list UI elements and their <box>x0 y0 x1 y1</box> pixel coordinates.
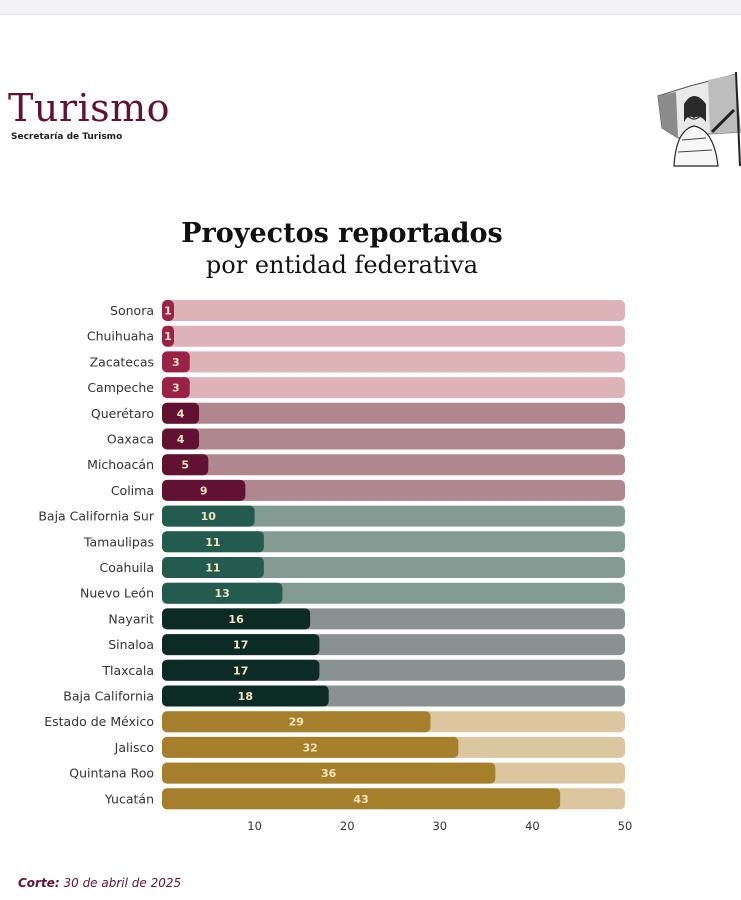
bar-track <box>162 325 625 347</box>
bar <box>162 762 496 784</box>
brand-subtitle: Secretaría de Turismo <box>11 132 123 142</box>
category-label: Quintana Roo <box>69 766 154 781</box>
value-label: 1 <box>164 330 172 343</box>
brand-title: Turismo <box>8 86 171 130</box>
bar <box>162 659 320 681</box>
bar <box>162 608 311 630</box>
x-tick-label: 50 <box>618 819 633 833</box>
bar-track <box>162 557 625 578</box>
value-label: 11 <box>205 536 220 549</box>
cutoff-label: Corte: <box>18 876 60 890</box>
bar <box>162 736 459 758</box>
bar-track <box>162 531 625 553</box>
bar-track <box>162 505 625 527</box>
chart-subtitle: por entidad federativa <box>205 251 479 279</box>
value-label: 4 <box>177 433 185 446</box>
bar <box>162 685 329 707</box>
category-label: Campeche <box>87 380 154 395</box>
bar <box>162 351 190 373</box>
value-label: 3 <box>172 382 180 395</box>
bar <box>162 505 255 527</box>
category-label: Sonora <box>110 303 154 318</box>
value-label: 36 <box>321 767 337 780</box>
bar <box>162 479 246 501</box>
value-label: 17 <box>233 664 248 677</box>
category-label: Nuevo León <box>80 586 154 601</box>
value-label: 16 <box>228 613 244 626</box>
bar <box>162 531 264 553</box>
bar <box>162 582 283 604</box>
category-label: Chuihuaha <box>87 329 154 344</box>
category-label: Sinaloa <box>108 637 154 652</box>
bar-track <box>162 454 625 476</box>
bar <box>162 377 190 399</box>
bar-track <box>162 351 625 373</box>
bar <box>162 634 320 656</box>
bar-track <box>162 428 625 450</box>
value-label: 3 <box>172 356 180 369</box>
value-label: 4 <box>177 407 185 420</box>
cutoff-date: 30 de abril de 2025 <box>63 876 182 890</box>
category-label: Estado de México <box>44 714 154 729</box>
woman-with-flag-emblem-icon <box>657 71 741 167</box>
category-label: Coahuila <box>100 560 155 575</box>
bar-track <box>162 479 625 501</box>
value-label: 29 <box>289 716 304 729</box>
bar <box>162 300 174 321</box>
x-tick-label: 20 <box>340 819 355 833</box>
x-tick-label: 10 <box>247 819 262 833</box>
brand-block: Turismo Secretaría de Turismo <box>8 88 170 142</box>
category-label: Oaxaca <box>107 432 154 447</box>
x-tick-label: 30 <box>432 819 447 833</box>
value-label: 13 <box>215 587 230 600</box>
bar-track <box>162 377 625 399</box>
value-label: 17 <box>233 639 248 652</box>
category-label: Baja California <box>63 689 154 704</box>
category-label: Michoacán <box>87 457 154 472</box>
bar <box>162 325 174 347</box>
category-label: Nayarit <box>108 611 154 626</box>
value-label: 1 <box>164 305 172 318</box>
value-label: 32 <box>303 741 318 754</box>
bar <box>162 711 431 733</box>
value-label: 18 <box>238 690 253 703</box>
footer-cutoff: Corte: 30 de abril de 2025 <box>18 876 181 890</box>
category-label: Zacatecas <box>90 354 154 369</box>
value-label: 11 <box>205 562 220 575</box>
bar <box>162 557 264 578</box>
category-label: Yucatán <box>104 791 154 806</box>
category-label: Jalisco <box>114 740 154 755</box>
value-label: 43 <box>353 793 368 806</box>
bar <box>162 454 209 476</box>
bar <box>162 402 200 424</box>
category-label: Baja California Sur <box>38 509 155 524</box>
bar-track <box>162 402 625 424</box>
value-label: 5 <box>181 459 189 472</box>
bar <box>162 788 561 810</box>
category-label: Tamaulipas <box>83 534 154 549</box>
browser-top-bar <box>0 0 741 15</box>
value-label: 9 <box>200 484 208 497</box>
bar-track <box>162 300 625 321</box>
chart-title: Proyectos reportados <box>181 218 503 249</box>
bar-chart: Sonora 1 Chuihuaha 1 Zacatecas 3 Campeche 3 Quer… <box>38 300 633 833</box>
category-label: Querétaro <box>91 406 154 421</box>
x-tick-label: 40 <box>525 819 540 833</box>
bar <box>162 428 200 450</box>
category-label: Colima <box>111 483 154 498</box>
value-label: 10 <box>201 510 217 523</box>
category-label: Tlaxcala <box>101 663 154 678</box>
